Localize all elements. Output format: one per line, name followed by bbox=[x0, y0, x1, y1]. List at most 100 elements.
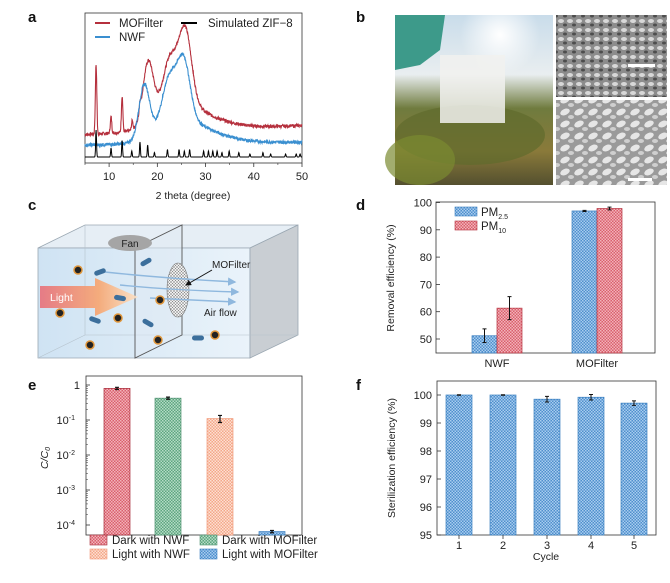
x-tick-label: 3 bbox=[544, 540, 550, 552]
pointer-arrow bbox=[185, 269, 213, 286]
x-tick-label: MOFilter bbox=[576, 358, 619, 370]
box-edge bbox=[37, 334, 86, 359]
airflow-arrow bbox=[104, 271, 237, 286]
error-bar bbox=[607, 206, 612, 211]
error-bar bbox=[115, 386, 119, 391]
error-bar bbox=[507, 296, 512, 321]
y-tick-exponent: -3 bbox=[69, 485, 75, 492]
bacteria-icon bbox=[94, 268, 106, 276]
x-tick-label: 4 bbox=[588, 540, 594, 552]
legend-swatch-pm25 bbox=[454, 206, 478, 217]
legend-label-pm25: PM2.5 bbox=[481, 207, 508, 221]
photo-panel bbox=[385, 0, 667, 185]
legend-label: Dark with MOFilter bbox=[222, 535, 317, 547]
bar-mofilter-pm25 bbox=[571, 210, 598, 354]
y-tick-label: 80 bbox=[420, 252, 432, 264]
x-tick-label: 40 bbox=[248, 171, 260, 183]
xrd-chart: MOFilter NWF Simulated ZIF−8 2 theta (de… bbox=[84, 12, 308, 202]
error-bar bbox=[632, 400, 636, 406]
plot-frame bbox=[85, 375, 303, 536]
airflow-diagram: Fan Light MOFilter Air flow bbox=[37, 224, 299, 359]
airflow-arrow bbox=[119, 284, 240, 296]
bar-cycle-3 bbox=[533, 398, 561, 536]
y-axis-label: Sterilization efficiency (%) bbox=[386, 398, 398, 518]
bar-light-with-nwf bbox=[206, 418, 234, 536]
particle-icon bbox=[73, 265, 83, 275]
y-tick-base: 10 bbox=[57, 415, 69, 427]
removal-efficiency-chart: PM2.5 PM10 Removal efficiency (%) 506070… bbox=[385, 198, 656, 370]
bar-dark-with-mofilter bbox=[154, 397, 182, 536]
panel-label-a: a bbox=[28, 9, 37, 26]
error-bar bbox=[270, 529, 274, 534]
y-tick-label: 10-4 bbox=[57, 520, 76, 532]
legend-label: Light with MOFilter bbox=[222, 549, 318, 561]
legend-swatch-pm10 bbox=[454, 220, 478, 231]
x-tick-label: 1 bbox=[456, 540, 462, 552]
panel-label-e: e bbox=[28, 377, 36, 394]
plot-frame bbox=[435, 201, 656, 354]
error-bar bbox=[501, 394, 505, 396]
light-beam-arrow bbox=[40, 278, 138, 316]
xrd-series-line bbox=[84, 52, 303, 149]
legend-label: Light with NWF bbox=[112, 549, 190, 561]
scale-bar bbox=[628, 64, 655, 67]
error-bar bbox=[545, 395, 549, 403]
particle-icon bbox=[155, 295, 165, 305]
particle-icon bbox=[55, 308, 65, 318]
y-tick-exponent: -1 bbox=[69, 415, 75, 422]
particle-icon bbox=[210, 330, 220, 340]
x-tick-label: 50 bbox=[296, 171, 308, 183]
error-bar bbox=[589, 393, 593, 401]
y-tick-label: 98 bbox=[420, 446, 432, 458]
y-tick-label: 99 bbox=[420, 418, 432, 430]
y-tick-label: 50 bbox=[420, 334, 432, 346]
y-tick-label: 10-2 bbox=[57, 450, 76, 462]
error-bar bbox=[218, 414, 222, 424]
y-tick-label: 10-3 bbox=[57, 485, 76, 497]
bar-mofilter-pm10 bbox=[596, 208, 623, 354]
plot-frame bbox=[84, 12, 303, 164]
mofilter-sample bbox=[440, 55, 505, 123]
bar-cycle-1 bbox=[445, 394, 473, 536]
error-bar bbox=[482, 328, 487, 344]
error-bar bbox=[582, 209, 587, 213]
bacteria-icon bbox=[142, 318, 154, 328]
y-tick-label: 1 bbox=[74, 380, 80, 392]
y-axis-label-main: C/C bbox=[39, 451, 51, 470]
y-tick-exponent: -2 bbox=[69, 450, 75, 457]
legend-label-mofilter: MOFilter bbox=[119, 18, 163, 30]
bacteria-icon bbox=[140, 257, 152, 267]
error-bar bbox=[457, 394, 461, 396]
error-bar bbox=[166, 396, 170, 400]
tree-canopy bbox=[385, 135, 455, 185]
bar-cycle-2 bbox=[489, 394, 517, 536]
bar-dark-with-nwf bbox=[103, 388, 131, 536]
particle-icon bbox=[153, 335, 163, 345]
y-tick-label: 90 bbox=[420, 225, 432, 237]
y-tick-base: 10 bbox=[57, 520, 69, 532]
scale-bar bbox=[628, 178, 652, 181]
particle-icon bbox=[113, 313, 123, 323]
y-tick-label: 70 bbox=[420, 279, 432, 291]
y-tick-label: 95 bbox=[420, 530, 432, 542]
light-label: Light bbox=[50, 292, 73, 304]
legend-swatch bbox=[199, 534, 218, 546]
x-tick-label: 20 bbox=[151, 171, 163, 183]
y-tick-label: 10-1 bbox=[57, 415, 76, 427]
sem-image-bottom bbox=[556, 100, 667, 185]
legend-label: Dark with NWF bbox=[112, 535, 189, 547]
fan-icon bbox=[108, 235, 152, 251]
x-axis-label: 2 theta (degree) bbox=[156, 190, 231, 202]
fan-label: Fan bbox=[121, 239, 138, 250]
y-axis-label: C/C0 bbox=[39, 447, 52, 469]
x-axis-label: Cycle bbox=[533, 551, 559, 563]
legend-label-simulated: Simulated ZIF−8 bbox=[208, 18, 293, 30]
x-tick-label: 5 bbox=[631, 540, 637, 552]
legend-pm25-subscript: 2.5 bbox=[498, 214, 508, 221]
bacteria-icon bbox=[192, 335, 204, 341]
legend-swatch bbox=[89, 534, 108, 546]
x-tick-label: 30 bbox=[199, 171, 211, 183]
